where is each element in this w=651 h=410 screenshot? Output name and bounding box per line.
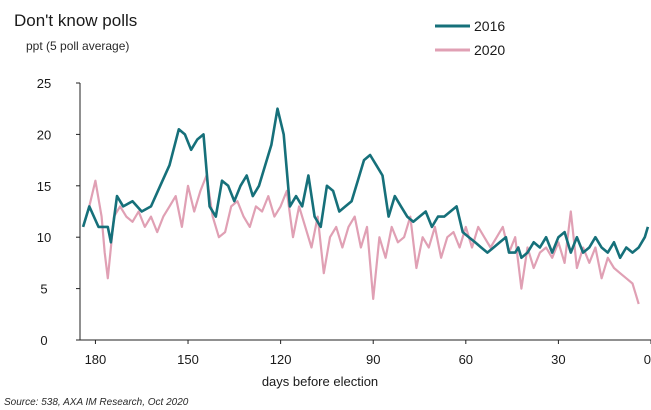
x-tick-label: 150 bbox=[177, 352, 199, 367]
x-tick-label: 30 bbox=[551, 352, 565, 367]
x-tick-label: 90 bbox=[366, 352, 380, 367]
y-tick-label: 5 bbox=[40, 282, 47, 297]
y-tick-label: 20 bbox=[37, 127, 51, 142]
source-note: Source: 538, AXA IM Research, Oct 2020 bbox=[4, 397, 189, 408]
x-tick-label: 0 bbox=[644, 352, 651, 367]
legend: 2016 2020 bbox=[435, 18, 505, 58]
x-tick-label: 60 bbox=[459, 352, 473, 367]
plot-area bbox=[81, 107, 650, 305]
y-tick-label: 15 bbox=[37, 179, 51, 194]
series-line-2020 bbox=[82, 174, 640, 305]
y-tick-label: 10 bbox=[37, 230, 51, 245]
x-tick-label: 120 bbox=[270, 352, 292, 367]
x-axis-label: days before election bbox=[262, 374, 378, 389]
legend-label-2020: 2020 bbox=[474, 42, 505, 58]
chart-subtitle: ppt (5 poll average) bbox=[26, 39, 129, 53]
series-line-2016 bbox=[81, 107, 650, 260]
chart-title: Don't know polls bbox=[14, 11, 137, 30]
y-tick-label: 25 bbox=[37, 76, 51, 91]
y-tick-label: 0 bbox=[40, 333, 47, 348]
axes: 0 5 10 15 20 25 180 150 120 90 60 30 0 bbox=[37, 76, 651, 367]
legend-label-2016: 2016 bbox=[474, 18, 505, 34]
x-tick-label: 180 bbox=[85, 352, 107, 367]
